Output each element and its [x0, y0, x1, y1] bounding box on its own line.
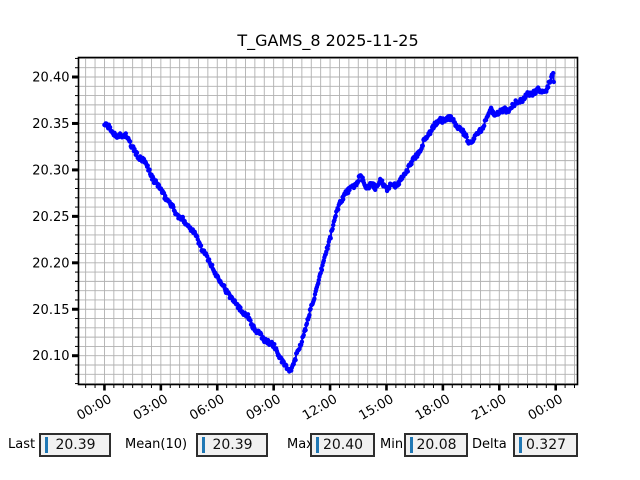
stat-field-last[interactable]: 20.39 [39, 433, 111, 457]
svg-text:20.30: 20.30 [32, 163, 69, 178]
text-cursor-icon [410, 437, 413, 453]
stat-value-delta: 0.327 [525, 437, 567, 453]
stat-label-delta: Delta [472, 437, 507, 452]
svg-text:03:00: 03:00 [131, 392, 171, 424]
svg-text:00:00: 00:00 [526, 392, 566, 424]
text-cursor-icon [202, 437, 205, 453]
stat-value-last: 20.39 [55, 437, 96, 453]
text-cursor-icon [519, 437, 522, 453]
stat-value-min: 20.08 [416, 437, 457, 453]
svg-text:09:00: 09:00 [244, 392, 284, 424]
stat-field-min[interactable]: 20.08 [404, 433, 468, 457]
stat-label-min: Min [380, 437, 404, 452]
svg-text:20.10: 20.10 [32, 349, 69, 364]
plot-title: T_GAMS_8 2025-11-25 [237, 31, 419, 50]
svg-text:06:00: 06:00 [187, 392, 227, 424]
text-cursor-icon [45, 437, 48, 453]
text-cursor-icon [316, 437, 319, 453]
stat-field-delta[interactable]: 0.327 [513, 433, 578, 457]
stat-value-max: 20.40 [322, 437, 364, 453]
svg-text:20.40: 20.40 [32, 71, 69, 86]
svg-text:20.20: 20.20 [32, 256, 69, 271]
stat-label-max: Max [287, 437, 314, 452]
svg-text:12:00: 12:00 [300, 392, 340, 424]
svg-text:00:00: 00:00 [74, 392, 114, 424]
stat-label-last: Last [8, 437, 36, 452]
svg-text:21:00: 21:00 [469, 392, 509, 424]
svg-text:20.15: 20.15 [32, 303, 69, 318]
stat-value-mean: 20.39 [212, 437, 253, 453]
stat-field-max[interactable]: 20.40 [310, 433, 375, 457]
stat-label-mean: Mean(10) [125, 437, 188, 452]
stat-field-mean[interactable]: 20.39 [196, 433, 268, 457]
svg-text:20.35: 20.35 [32, 117, 69, 132]
svg-text:15:00: 15:00 [357, 392, 397, 424]
svg-text:18:00: 18:00 [413, 392, 453, 424]
svg-text:20.25: 20.25 [32, 210, 69, 225]
